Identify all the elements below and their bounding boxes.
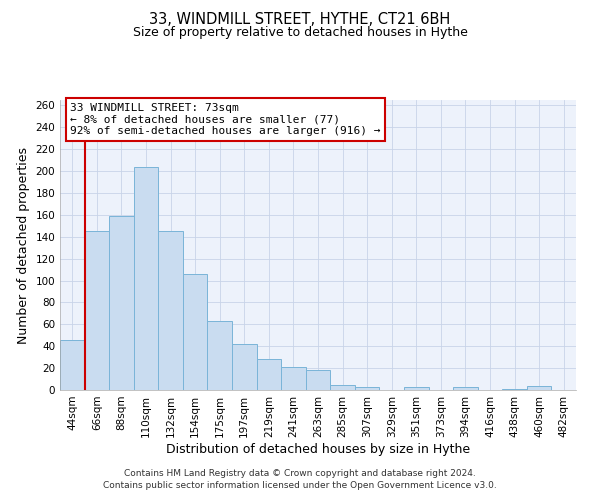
- Bar: [232, 344, 257, 390]
- Bar: [330, 384, 355, 390]
- Y-axis label: Number of detached properties: Number of detached properties: [17, 146, 30, 344]
- Bar: [404, 386, 428, 390]
- Bar: [134, 167, 158, 390]
- Bar: [109, 216, 134, 390]
- Text: Contains public sector information licensed under the Open Government Licence v3: Contains public sector information licen…: [103, 481, 497, 490]
- Text: Contains HM Land Registry data © Crown copyright and database right 2024.: Contains HM Land Registry data © Crown c…: [124, 468, 476, 477]
- Bar: [527, 386, 551, 390]
- Bar: [502, 389, 527, 390]
- Bar: [306, 370, 330, 390]
- Bar: [281, 367, 306, 390]
- Bar: [355, 386, 379, 390]
- Bar: [208, 321, 232, 390]
- Text: Size of property relative to detached houses in Hythe: Size of property relative to detached ho…: [133, 26, 467, 39]
- X-axis label: Distribution of detached houses by size in Hythe: Distribution of detached houses by size …: [166, 442, 470, 456]
- Bar: [85, 232, 109, 390]
- Bar: [158, 232, 183, 390]
- Bar: [60, 340, 85, 390]
- Text: 33 WINDMILL STREET: 73sqm
← 8% of detached houses are smaller (77)
92% of semi-d: 33 WINDMILL STREET: 73sqm ← 8% of detach…: [70, 103, 381, 136]
- Bar: [453, 386, 478, 390]
- Bar: [257, 360, 281, 390]
- Text: 33, WINDMILL STREET, HYTHE, CT21 6BH: 33, WINDMILL STREET, HYTHE, CT21 6BH: [149, 12, 451, 28]
- Bar: [183, 274, 208, 390]
